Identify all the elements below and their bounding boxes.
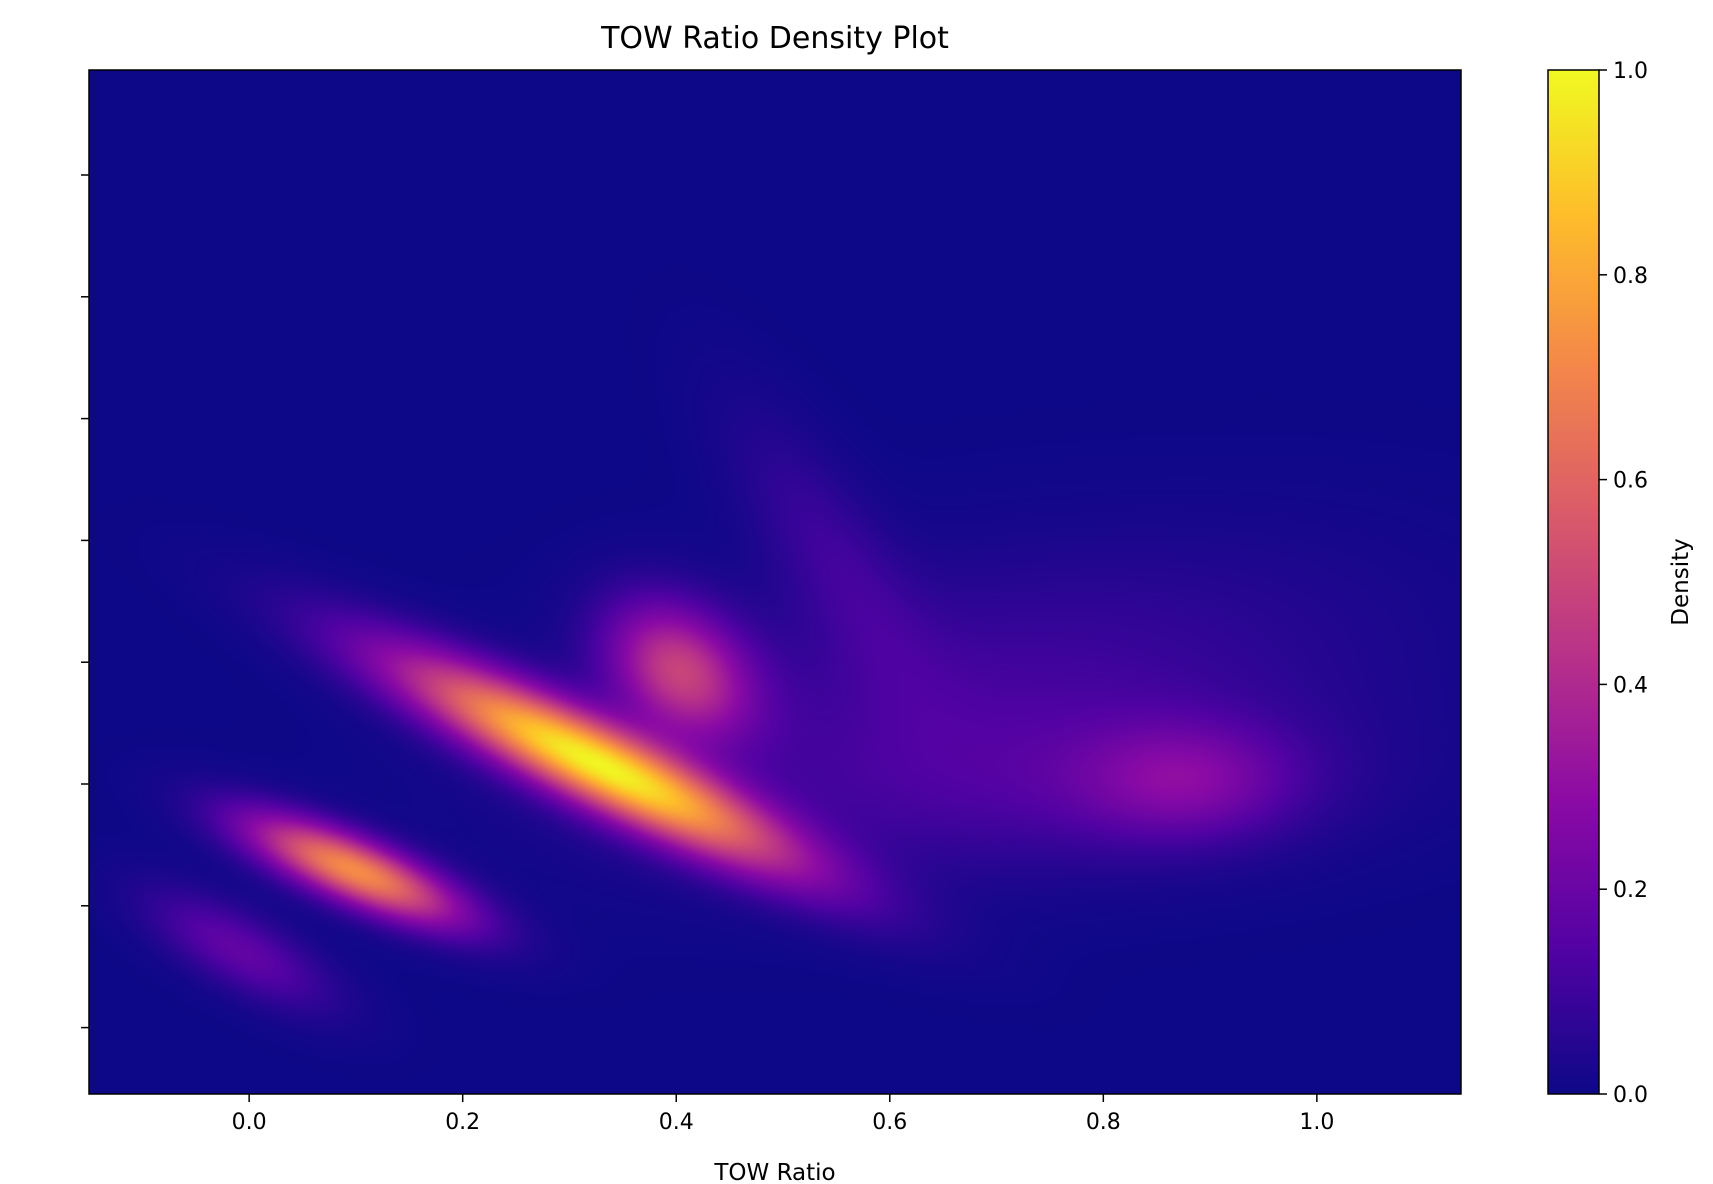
x-axis-label: TOW Ratio [713,1160,835,1184]
x-tick-label: 1.0 [1299,1110,1334,1135]
x-tick-label: 0.8 [1086,1110,1121,1135]
x-tick-label: 0.6 [872,1110,907,1135]
x-tick-label: 0.0 [232,1110,267,1135]
colorbar-tick-label: 0.8 [1613,264,1648,289]
chart-title: TOW Ratio Density Plot [600,21,949,56]
density-heatmap [89,70,1461,1094]
colorbar-tick-label: 0.0 [1613,1083,1648,1108]
colorbar-tick-label: 0.6 [1613,469,1648,494]
plot-frame [88,69,1462,1095]
y-axis-ticks [81,174,89,1029]
x-tick-label: 0.4 [659,1110,694,1135]
colorbar-label: Density [1668,538,1694,625]
x-tick-label: 0.2 [445,1110,480,1135]
colorbar-tick-label: 0.4 [1613,673,1648,698]
colorbar-ticks: 0.0 0.2 0.4 0.6 0.8 1.0 [1599,59,1648,1108]
colorbar-tick-label: 1.0 [1613,59,1648,84]
colorbar [1547,69,1600,1095]
x-axis-ticks: 0.0 0.2 0.4 0.6 0.8 1.0 [232,1094,1334,1135]
colorbar-tick-label: 0.2 [1613,878,1648,903]
